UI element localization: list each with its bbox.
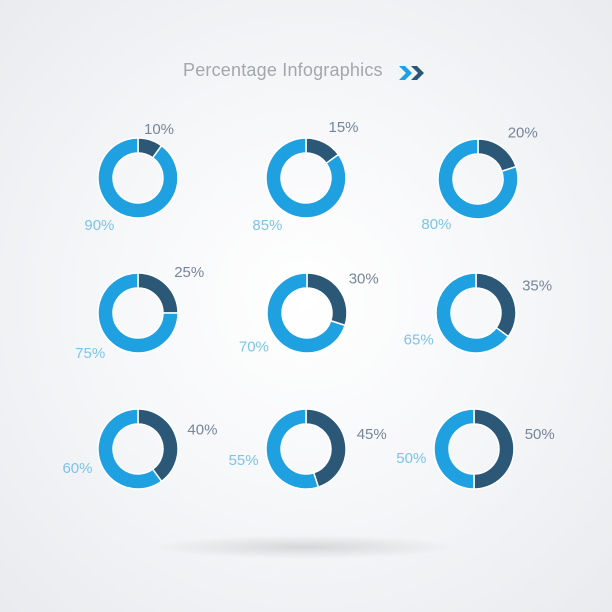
slice-primary [435,272,510,354]
floor-shadow [150,535,460,559]
label-primary: 60% [62,460,92,477]
slice-secondary [477,138,517,173]
label-secondary: 35% [522,278,552,295]
slice-secondary [473,408,515,490]
donut-chart: 15% 85% [252,119,358,234]
slice-primary [433,408,475,490]
label-primary: 80% [421,216,451,233]
label-primary: 50% [396,450,426,467]
slice-primary [266,272,346,354]
label-secondary: 10% [144,121,174,138]
label-secondary: 40% [187,421,217,438]
double-chevron-right-icon [399,66,424,80]
slice-primary [97,137,179,219]
label-primary: 85% [252,217,282,234]
slice-secondary [305,408,347,488]
label-secondary: 15% [329,119,359,136]
label-primary: 65% [404,332,434,349]
label-secondary: 25% [174,264,204,281]
slice-primary [265,137,347,219]
donut-chart: 35% 65% [404,272,552,354]
donut-chart: 50% 50% [396,408,555,490]
label-primary: 70% [239,339,269,356]
donut-chart: 45% 55% [229,408,387,490]
donut-chart: 25% 75% [75,264,204,362]
donut-chart: 10% 90% [84,121,179,234]
donut-chart: 30% 70% [239,270,379,355]
slice-secondary [137,272,179,314]
slice-primary [437,138,519,220]
donut-chart: 20% 80% [421,124,537,233]
label-primary: 90% [84,217,114,234]
slice-primary [97,272,179,354]
label-secondary: 20% [508,124,538,141]
slice-primary [97,408,163,490]
slice-primary [265,408,320,490]
label-primary: 75% [75,345,105,362]
label-primary: 55% [229,452,259,469]
label-secondary: 45% [357,426,387,443]
label-secondary: 30% [349,270,379,287]
donut-chart: 40% 60% [62,408,217,490]
page-title: Percentage Infographics [183,60,383,80]
slice-secondary [306,272,348,327]
label-secondary: 50% [525,426,555,443]
slice-secondary [137,408,179,483]
